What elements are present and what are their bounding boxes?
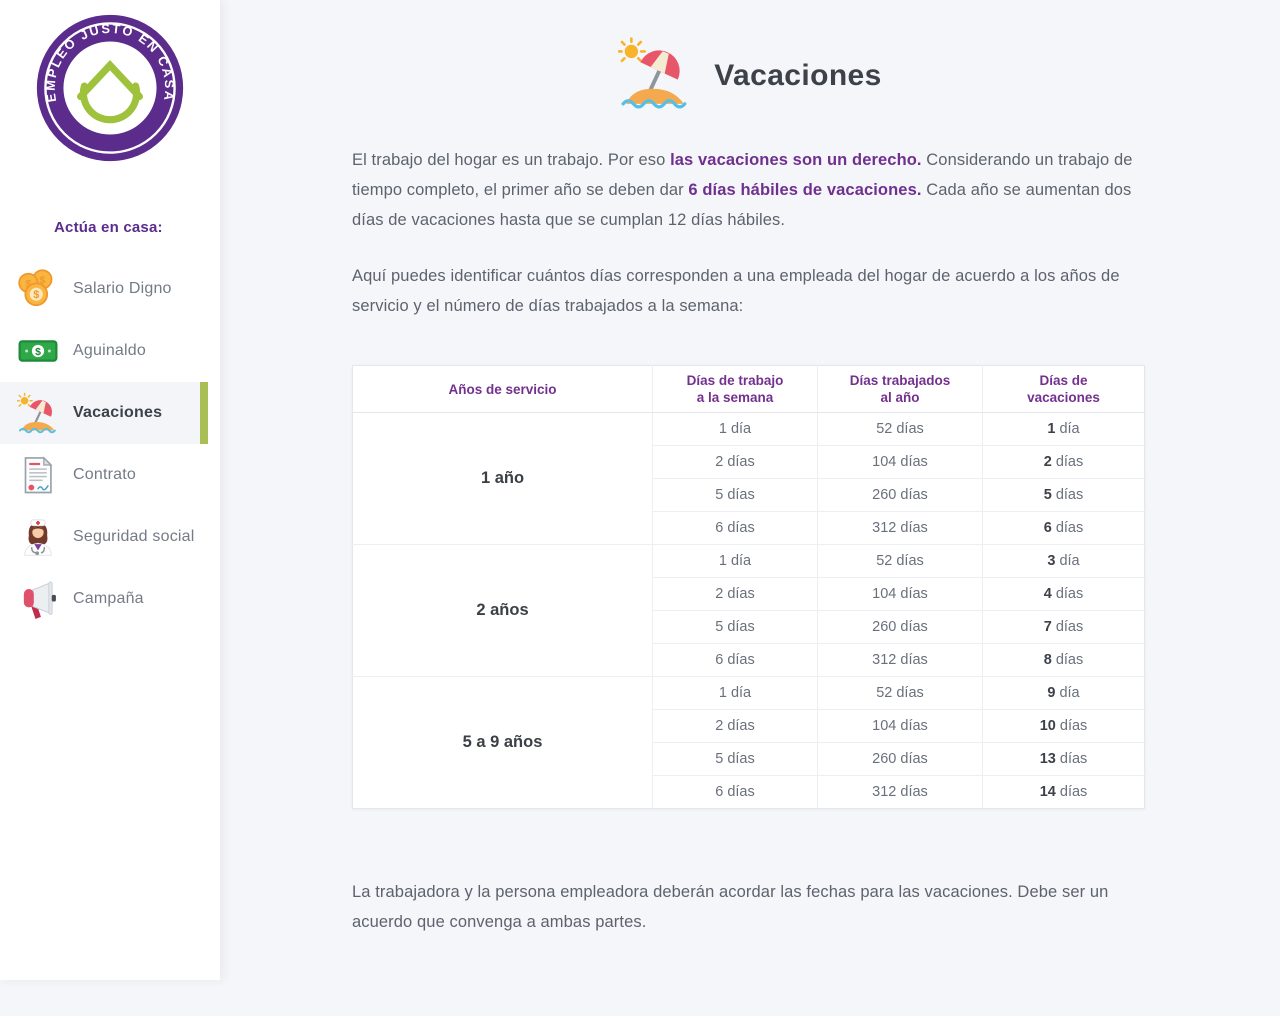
vacation-days-cell: 1 día (983, 413, 1145, 446)
year-days-cell: 52 días (818, 545, 983, 578)
col-header-anos-de-servicio: Años de servicio (353, 366, 653, 413)
sidebar-item-vacaciones[interactable]: Vacaciones (0, 382, 208, 444)
week-days-cell: 2 días (653, 578, 818, 611)
year-days-cell: 260 días (818, 479, 983, 512)
sidebar-item-aguinaldo[interactable]: $ Aguinaldo (0, 320, 220, 382)
vacation-days-cell: 4 días (983, 578, 1145, 611)
agreement-paragraph: La trabajadora y la persona empleadora d… (352, 877, 1144, 937)
week-days-cell: 6 días (653, 512, 818, 545)
week-days-cell: 1 día (653, 413, 818, 446)
coins-icon: $ $ $ (17, 266, 59, 312)
sidebar-item-campana[interactable]: Campaña (0, 568, 220, 630)
vacation-days-cell: 3 día (983, 545, 1145, 578)
sidebar-item-seguridad-social[interactable]: Seguridad social (0, 506, 220, 568)
week-days-cell: 2 días (653, 446, 818, 479)
vacation-days-cell: 10 días (983, 710, 1145, 743)
vacation-days-cell: 9 día (983, 677, 1145, 710)
year-days-cell: 104 días (818, 710, 983, 743)
table-row: 2 años 1 día 52 días 3 día (353, 545, 1145, 578)
service-years-cell: 2 años (353, 545, 653, 677)
banknote-icon: $ (17, 328, 59, 374)
logo-empleo-justo-en-casa: EMPLEO JUSTO EN CASA (34, 12, 186, 169)
week-days-cell: 6 días (653, 644, 818, 677)
service-years-cell: 5 a 9 años (353, 677, 653, 809)
week-days-cell: 5 días (653, 611, 818, 644)
vacation-days-cell: 5 días (983, 479, 1145, 512)
megaphone-icon (17, 576, 59, 622)
year-days-cell: 312 días (818, 644, 983, 677)
vacation-days-cell: 6 días (983, 512, 1145, 545)
sidebar-item-salario-digno[interactable]: $ $ $ Salario Digno (0, 258, 220, 320)
sidebar-heading: Actúa en casa: (54, 219, 220, 236)
vacation-days-cell: 13 días (983, 743, 1145, 776)
sidebar-item-label: Campaña (73, 590, 144, 608)
vacation-days-cell: 2 días (983, 446, 1145, 479)
page-title: Vacaciones (714, 59, 881, 93)
table-row: 5 a 9 años 1 día 52 días 9 día (353, 677, 1145, 710)
svg-text:$: $ (33, 289, 39, 301)
year-days-cell: 52 días (818, 677, 983, 710)
week-days-cell: 5 días (653, 743, 818, 776)
table-row: 1 año 1 día 52 días 1 día (353, 413, 1145, 446)
week-days-cell: 1 día (653, 545, 818, 578)
vacation-days-cell: 8 días (983, 644, 1145, 677)
year-days-cell: 104 días (818, 578, 983, 611)
table-intro-paragraph: Aquí puedes identificar cuántos días cor… (352, 261, 1144, 321)
sidebar-item-contrato[interactable]: Contrato (0, 444, 220, 506)
week-days-cell: 6 días (653, 776, 818, 809)
logo-icon: EMPLEO JUSTO EN CASA (34, 12, 186, 164)
sidebar-nav: $ $ $ Salario Digno $ (0, 258, 220, 630)
sidebar-item-label: Aguinaldo (73, 342, 146, 360)
sidebar-item-label: Vacaciones (73, 404, 162, 422)
week-days-cell: 1 día (653, 677, 818, 710)
year-days-cell: 104 días (818, 446, 983, 479)
nurse-icon (17, 514, 59, 560)
year-days-cell: 52 días (818, 413, 983, 446)
sidebar-item-label: Seguridad social (73, 528, 195, 546)
year-days-cell: 260 días (818, 743, 983, 776)
year-days-cell: 312 días (818, 512, 983, 545)
service-years-cell: 1 año (353, 413, 653, 545)
contract-icon (17, 452, 59, 498)
vacation-days-cell: 14 días (983, 776, 1145, 809)
week-days-cell: 5 días (653, 479, 818, 512)
page-header: Vacaciones (220, 36, 1280, 115)
sidebar-item-label: Salario Digno (73, 280, 172, 298)
main-content: Vacaciones El trabajo del hogar es un tr… (220, 36, 1280, 937)
year-days-cell: 312 días (818, 776, 983, 809)
sidebar-item-label: Contrato (73, 466, 136, 484)
sidebar: EMPLEO JUSTO EN CASA Actúa en casa: $ $ … (0, 0, 220, 980)
year-days-cell: 260 días (818, 611, 983, 644)
svg-text:$: $ (35, 346, 41, 358)
vacation-days-cell: 7 días (983, 611, 1145, 644)
intro-paragraph: El trabajo del hogar es un trabajo. Por … (352, 145, 1144, 235)
week-days-cell: 2 días (653, 710, 818, 743)
beach-umbrella-icon (618, 36, 692, 115)
beach-umbrella-icon (17, 390, 59, 436)
